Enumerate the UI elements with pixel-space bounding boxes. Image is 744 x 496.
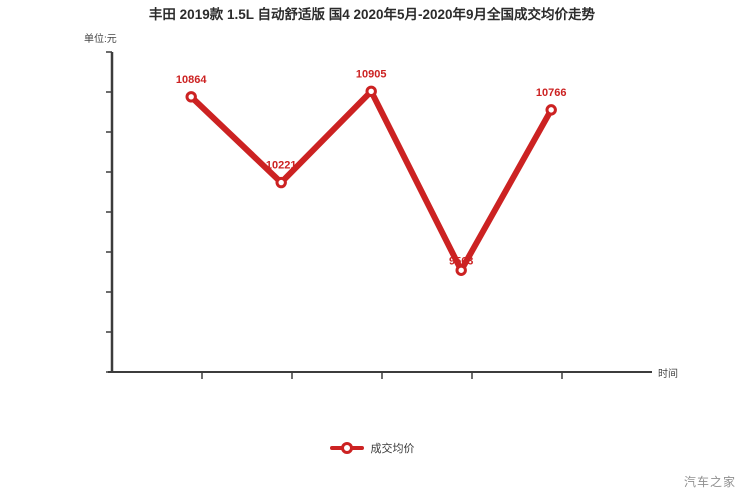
y-axis-unit-label: 单位:元 <box>84 34 117 45</box>
legend-marker-icon <box>329 441 364 455</box>
data-point-label: 10221 <box>266 160 297 172</box>
legend-dot-icon <box>340 442 353 454</box>
x-axis-ticks <box>201 372 563 379</box>
data-point-label: 9563 <box>449 255 473 267</box>
data-point-label: 10766 <box>536 87 567 99</box>
watermark: 汽车之家 <box>683 475 736 489</box>
data-point <box>365 85 377 98</box>
series-value-labels: 10864 10221 10905 9563 10766 <box>176 68 567 267</box>
series-data-points <box>185 85 557 276</box>
y-axis-ticks <box>106 51 112 373</box>
chart-legend: 成交均价 <box>0 440 744 456</box>
data-point <box>455 264 467 276</box>
data-point <box>275 176 287 189</box>
data-point-label: 10905 <box>356 68 387 80</box>
data-point <box>185 91 197 103</box>
series-line-average-price <box>188 88 555 274</box>
page-title: 丰田 2019款 1.5L 自动舒适版 国4 2020年5月-2020年9月全国… <box>148 7 596 22</box>
legend-item-label: 成交均价 <box>370 443 415 455</box>
data-point-label: 10864 <box>176 74 207 86</box>
x-axis-unit-label: 时间 <box>658 369 678 380</box>
data-point <box>545 104 557 116</box>
